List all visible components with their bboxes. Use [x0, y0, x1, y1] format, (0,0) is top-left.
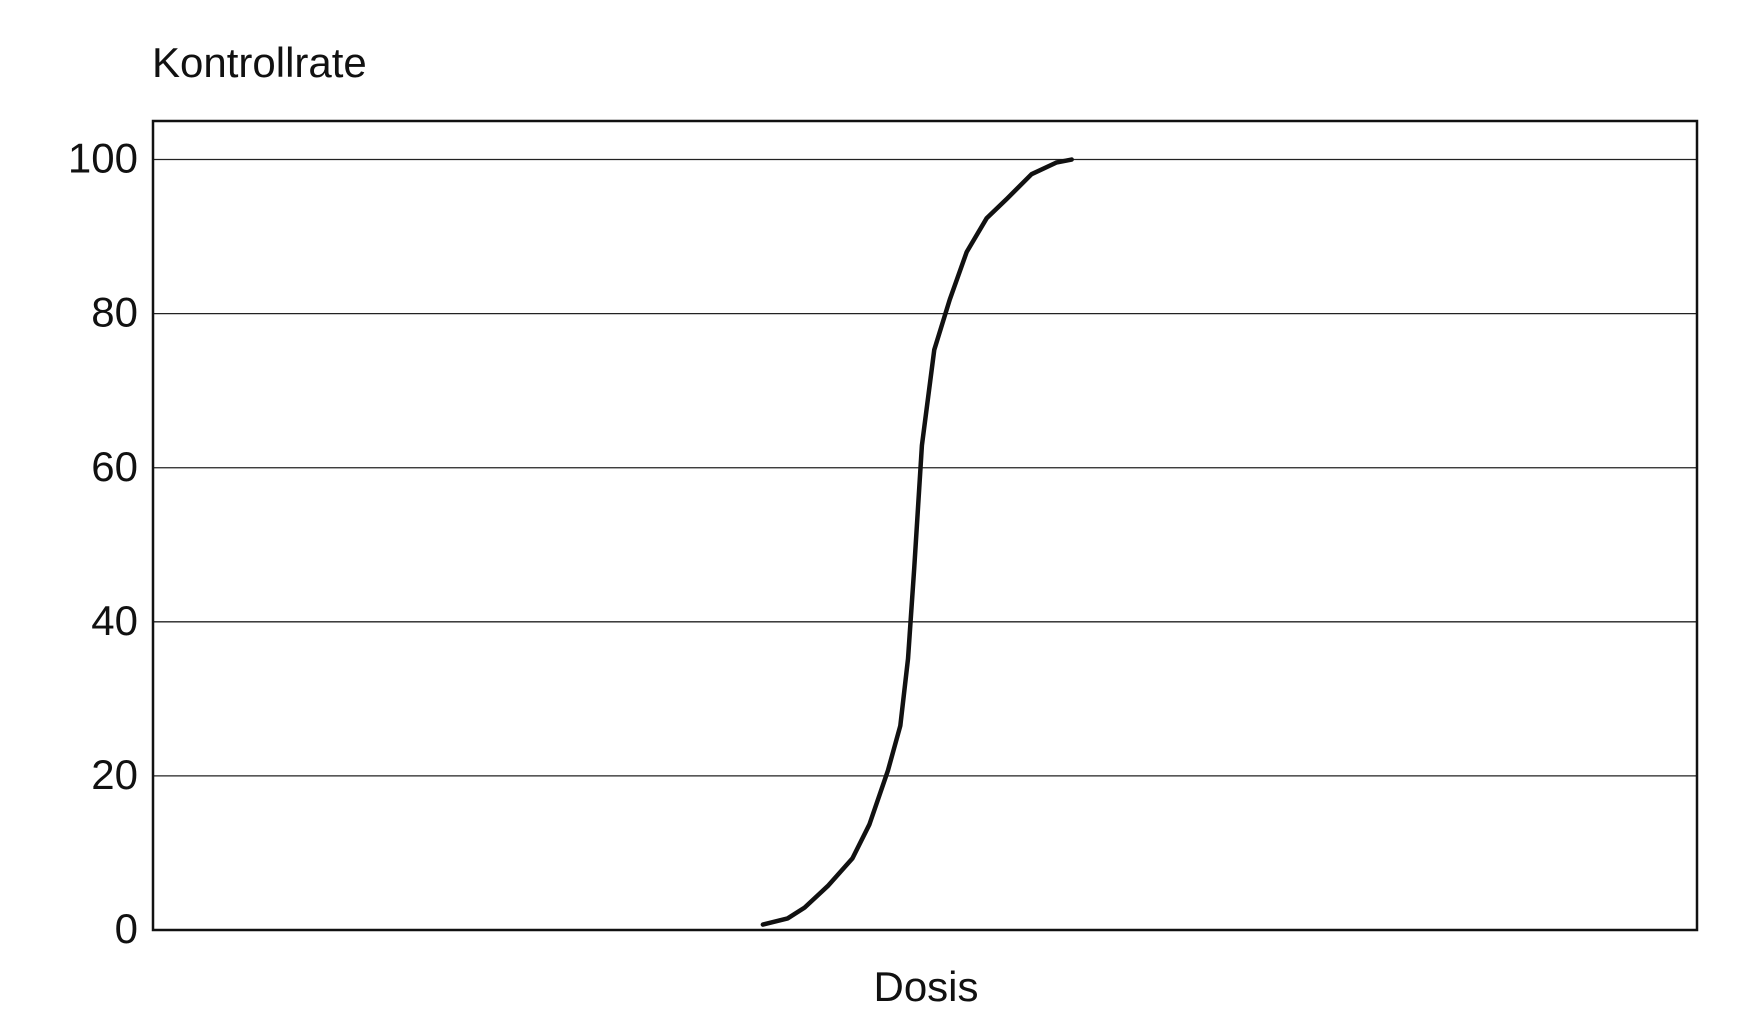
y-tick-label: 60 [91, 443, 138, 490]
curve [760, 157, 1074, 927]
y-tick-label: 100 [68, 135, 138, 182]
y-tick-label: 0 [115, 905, 138, 952]
x-axis-label: Dosis [873, 963, 978, 1010]
y-tick-label: 20 [91, 751, 138, 798]
y-tick-label: 80 [91, 289, 138, 336]
plot-frame [151, 119, 1699, 932]
y-tick-label: 40 [91, 597, 138, 644]
y-axis-label: Kontrollrate [152, 39, 367, 86]
